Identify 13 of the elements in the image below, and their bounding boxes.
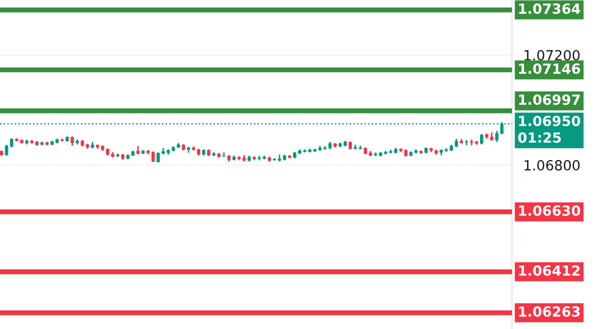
ref-line-label: 1.06412 [519, 265, 580, 276]
y-tick-label: 1.06800 [524, 160, 580, 171]
candlestick [480, 133, 484, 146]
ref-line-label: 1.06263 [519, 306, 580, 317]
ref-line-label: 1.06950 01:25 [518, 116, 580, 143]
ref-line-label: 1.06630 [519, 205, 580, 216]
ref-line-label: 1.06997 [519, 94, 580, 105]
y-tick-label: 1.07200 [524, 50, 580, 60]
candlestick [70, 136, 74, 146]
ref-line-label: 1.07364 [519, 3, 580, 14]
candlestick [152, 150, 155, 163]
ref-line-label: 1.07146 [519, 63, 580, 74]
candlestick [10, 138, 14, 148]
